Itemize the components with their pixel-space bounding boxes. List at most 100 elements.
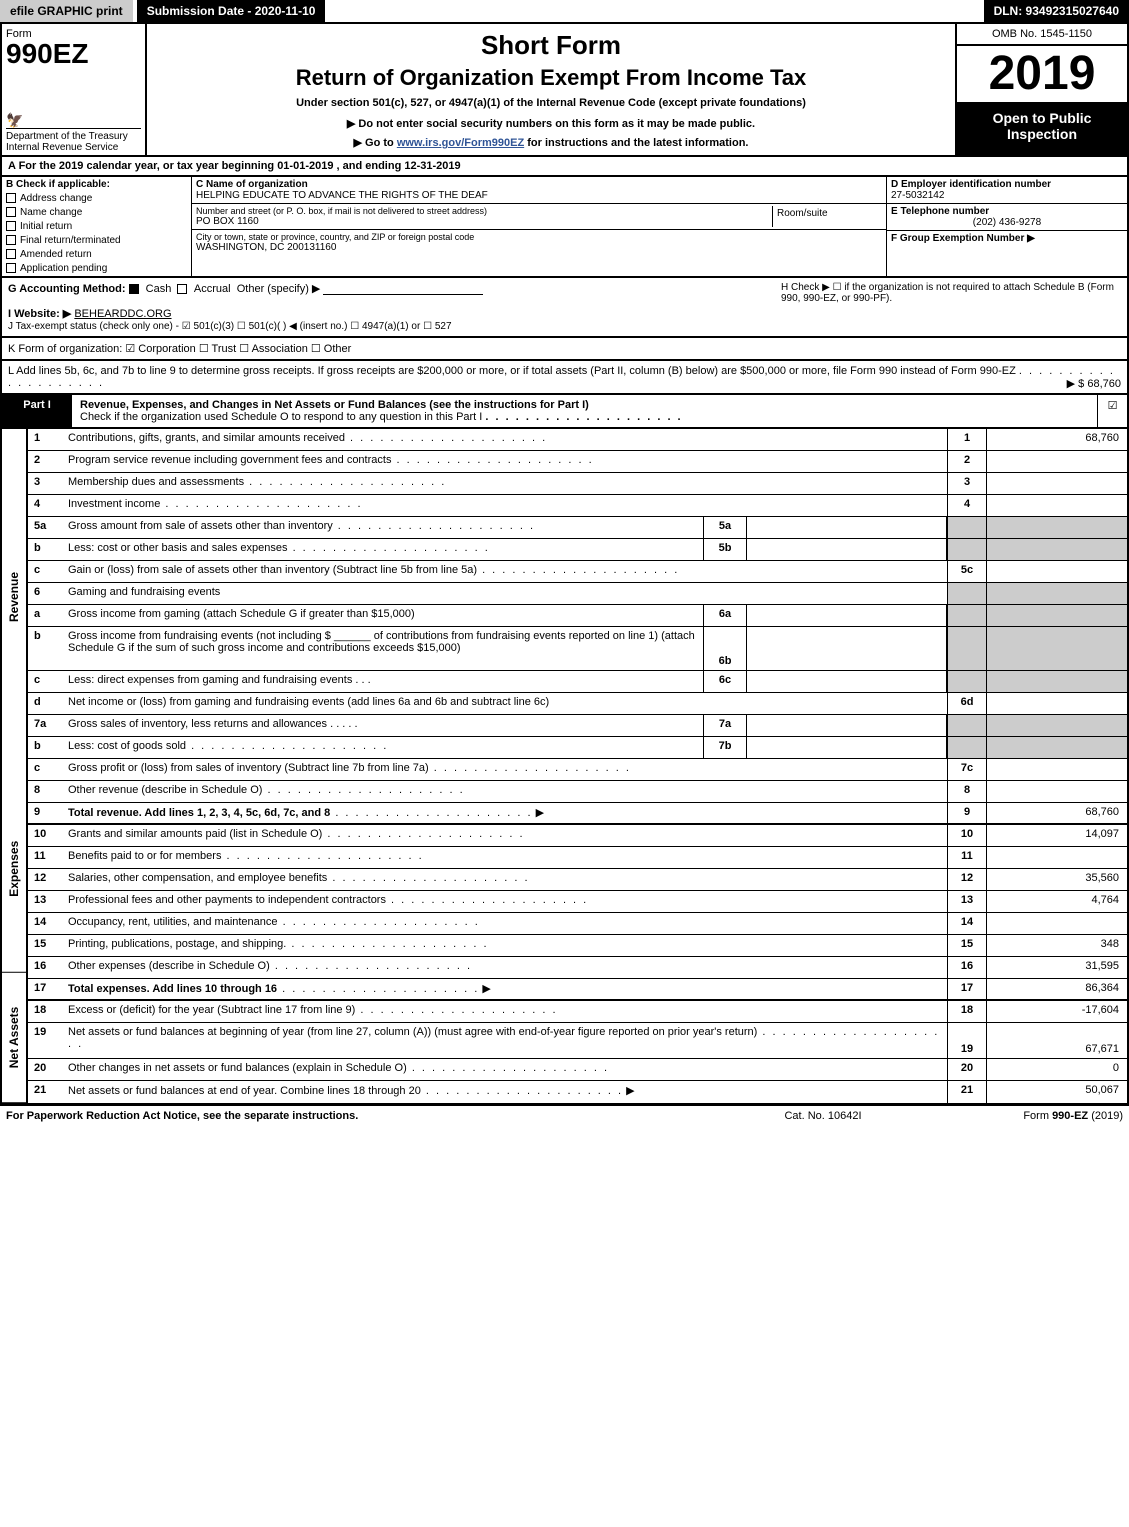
line-no: 3 xyxy=(28,473,64,494)
line-no: 11 xyxy=(28,847,64,868)
row-h: H Check ▶ ☐ if the organization is not r… xyxy=(771,282,1121,332)
line-6c: c Less: direct expenses from gaming and … xyxy=(28,671,1127,693)
line-3: 3 Membership dues and assessments 3 xyxy=(28,473,1127,495)
irs-gov-link[interactable]: www.irs.gov/Form990EZ xyxy=(397,137,524,149)
line-21: 21 Net assets or fund balances at end of… xyxy=(28,1081,1127,1103)
line-8: 8 Other revenue (describe in Schedule O)… xyxy=(28,781,1127,803)
line-desc: Program service revenue including govern… xyxy=(64,451,947,472)
open-to-public-badge: Open to Public Inspection xyxy=(957,104,1127,155)
line-6a: a Gross income from gaming (attach Sched… xyxy=(28,605,1127,627)
part-1-schedule-o-checkbox[interactable]: ☑ xyxy=(1097,395,1127,427)
row-k-form-of-org: K Form of organization: ☑ Corporation ☐ … xyxy=(0,338,1129,361)
line-value: 67,671 xyxy=(987,1023,1127,1058)
line-value: 50,067 xyxy=(987,1081,1127,1103)
line-no: 2 xyxy=(28,451,64,472)
shaded-cell xyxy=(987,737,1127,758)
line-sub-value xyxy=(747,671,947,692)
chk-application-pending[interactable]: Application pending xyxy=(6,263,187,274)
telephone-label: E Telephone number xyxy=(891,206,1123,217)
goto-post: for instructions and the latest informat… xyxy=(524,137,748,149)
line-desc: Membership dues and assessments xyxy=(64,473,947,494)
line-19: 19 Net assets or fund balances at beginn… xyxy=(28,1023,1127,1059)
chk-address-change[interactable]: Address change xyxy=(6,193,187,204)
tax-year: 2019 xyxy=(957,46,1127,104)
street-label: Number and street (or P. O. box, if mail… xyxy=(196,206,764,216)
shaded-cell xyxy=(947,583,987,604)
line-6b: b Gross income from fundraising events (… xyxy=(28,627,1127,671)
shaded-cell xyxy=(947,517,987,538)
line-desc: Less: cost or other basis and sales expe… xyxy=(64,539,703,560)
line-value xyxy=(987,693,1127,714)
line-desc: Benefits paid to or for members xyxy=(64,847,947,868)
line-no: 4 xyxy=(28,495,64,516)
line-sub-no: 6a xyxy=(703,605,747,626)
street-value: PO BOX 1160 xyxy=(196,216,772,227)
line-value: 348 xyxy=(987,935,1127,956)
line-desc: Gross sales of inventory, less returns a… xyxy=(64,715,703,736)
shaded-cell xyxy=(947,737,987,758)
line-desc: Less: direct expenses from gaming and fu… xyxy=(64,671,703,692)
line-no: 12 xyxy=(28,869,64,890)
line-right-no: 8 xyxy=(947,781,987,802)
line-desc: Professional fees and other payments to … xyxy=(64,891,947,912)
part-1-title-text: Revenue, Expenses, and Changes in Net As… xyxy=(80,399,589,411)
line-sub-value xyxy=(747,715,947,736)
line-desc: Investment income xyxy=(64,495,947,516)
accounting-method-label: G Accounting Method: xyxy=(8,283,126,295)
shaded-cell xyxy=(947,539,987,560)
line-right-no: 3 xyxy=(947,473,987,494)
chk-amended-return[interactable]: Amended return xyxy=(6,249,187,260)
chk-initial-return[interactable]: Initial return xyxy=(6,221,187,232)
efile-graphic-print-button[interactable]: efile GRAPHIC print xyxy=(0,0,133,22)
return-title: Return of Organization Exempt From Incom… xyxy=(157,65,945,91)
line-sub-value xyxy=(747,627,947,670)
line-right-no: 19 xyxy=(947,1023,987,1058)
col-b-header: B Check if applicable: xyxy=(6,179,187,190)
line-right-no: 20 xyxy=(947,1059,987,1080)
chk-label: Address change xyxy=(20,193,92,204)
line-right-no: 1 xyxy=(947,429,987,450)
dln-label: DLN: 93492315027640 xyxy=(984,0,1129,22)
line-sub-no: 6b xyxy=(703,627,747,670)
line-right-no: 21 xyxy=(947,1081,987,1103)
submission-date-button[interactable]: Submission Date - 2020-11-10 xyxy=(137,0,326,22)
line-5c: c Gain or (loss) from sale of assets oth… xyxy=(28,561,1127,583)
line-14: 14 Occupancy, rent, utilities, and maint… xyxy=(28,913,1127,935)
top-toolbar: efile GRAPHIC print Submission Date - 20… xyxy=(0,0,1129,24)
ein-label: D Employer identification number xyxy=(891,179,1123,190)
chk-label: Initial return xyxy=(20,221,72,232)
chk-final-return[interactable]: Final return/terminated xyxy=(6,235,187,246)
shaded-cell xyxy=(987,583,1127,604)
line-sub-value xyxy=(747,539,947,560)
checkbox-accrual-icon xyxy=(177,284,187,294)
other-label: Other (specify) ▶ xyxy=(237,283,321,295)
line-no: 14 xyxy=(28,913,64,934)
line-no: b xyxy=(28,737,64,758)
line-no: 10 xyxy=(28,825,64,846)
line-value xyxy=(987,913,1127,934)
line-value xyxy=(987,495,1127,516)
column-def-block: D Employer identification number 27-5032… xyxy=(887,177,1127,276)
line-right-no: 10 xyxy=(947,825,987,846)
city-label: City or town, state or province, country… xyxy=(196,232,874,242)
line-right-no: 14 xyxy=(947,913,987,934)
page-footer: For Paperwork Reduction Act Notice, see … xyxy=(0,1105,1129,1126)
line-2: 2 Program service revenue including gove… xyxy=(28,451,1127,473)
short-form-title: Short Form xyxy=(157,30,945,61)
other-specify-line[interactable] xyxy=(323,294,483,295)
line-value xyxy=(987,781,1127,802)
line-no: c xyxy=(28,561,64,582)
line-no: 8 xyxy=(28,781,64,802)
line-17: 17 Total expenses. Add lines 10 through … xyxy=(28,979,1127,1001)
checkbox-icon xyxy=(6,207,16,217)
part-1-title: Revenue, Expenses, and Changes in Net As… xyxy=(72,395,1097,427)
line-value xyxy=(987,451,1127,472)
line-sub-value xyxy=(747,517,947,538)
chk-label: Application pending xyxy=(20,263,107,274)
line-sub-no: 7b xyxy=(703,737,747,758)
line-no: 20 xyxy=(28,1059,64,1080)
chk-name-change[interactable]: Name change xyxy=(6,207,187,218)
line-right-no: 18 xyxy=(947,1001,987,1022)
checkbox-icon xyxy=(6,249,16,259)
goto-instructions: ▶ Go to www.irs.gov/Form990EZ for instru… xyxy=(157,136,945,149)
